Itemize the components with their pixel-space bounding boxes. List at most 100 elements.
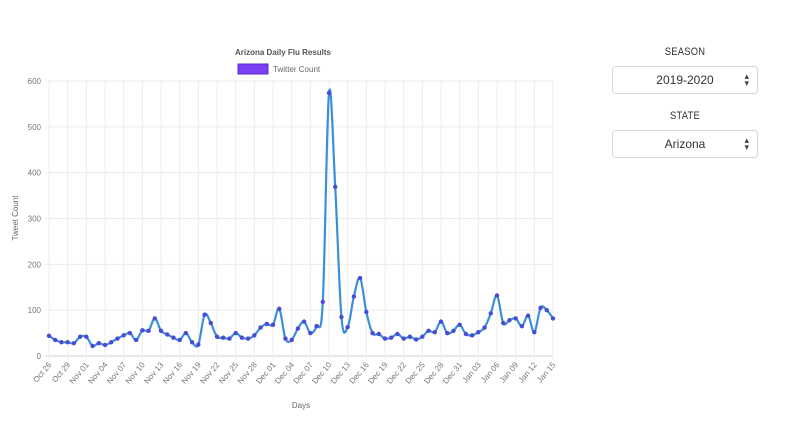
data-point[interactable]: [345, 324, 350, 330]
data-point[interactable]: [476, 329, 481, 335]
data-point[interactable]: [239, 335, 245, 340]
data-point[interactable]: [214, 334, 220, 339]
data-point[interactable]: [227, 336, 232, 341]
data-point[interactable]: [501, 320, 506, 326]
svg-text:100: 100: [28, 306, 42, 315]
data-point[interactable]: [538, 305, 543, 311]
legend-swatch: [237, 63, 269, 75]
data-point[interactable]: [301, 319, 307, 324]
data-point[interactable]: [544, 307, 549, 313]
legend[interactable]: Twitter Count: [237, 63, 321, 75]
data-point[interactable]: [270, 322, 276, 328]
data-point[interactable]: [189, 340, 195, 345]
data-point[interactable]: [109, 340, 114, 345]
data-point[interactable]: [140, 328, 145, 333]
data-point[interactable]: [320, 299, 325, 305]
data-point[interactable]: [165, 332, 170, 337]
data-point[interactable]: [289, 337, 294, 343]
data-point[interactable]: [90, 343, 95, 349]
data-point[interactable]: [258, 325, 263, 330]
data-point[interactable]: [438, 319, 444, 324]
data-point[interactable]: [96, 340, 101, 346]
data-point[interactable]: [376, 331, 381, 337]
data-point[interactable]: [525, 313, 531, 318]
data-point[interactable]: [401, 336, 406, 341]
data-point[interactable]: [121, 333, 126, 338]
svg-text:Oct 26: Oct 26: [31, 360, 53, 384]
data-point[interactable]: [519, 324, 525, 329]
data-point[interactable]: [264, 321, 269, 327]
data-point[interactable]: [333, 184, 338, 190]
data-point[interactable]: [71, 340, 77, 346]
data-point[interactable]: [420, 334, 425, 339]
data-point[interactable]: [457, 322, 462, 328]
data-point[interactable]: [59, 340, 64, 345]
svg-text:0: 0: [37, 352, 42, 361]
season-select[interactable]: 2019-2020 ▴ ▾: [612, 66, 758, 94]
data-point[interactable]: [77, 334, 83, 339]
data-point[interactable]: [245, 336, 251, 341]
data-point[interactable]: [158, 328, 164, 333]
data-point[interactable]: [171, 335, 176, 340]
data-point[interactable]: [314, 324, 319, 329]
data-point[interactable]: [233, 330, 238, 336]
data-point[interactable]: [115, 336, 120, 341]
data-point[interactable]: [102, 342, 108, 348]
data-point[interactable]: [389, 335, 394, 340]
svg-text:300: 300: [28, 215, 42, 224]
data-point[interactable]: [426, 328, 431, 333]
data-point[interactable]: [488, 311, 493, 316]
data-point[interactable]: [152, 316, 157, 321]
data-point[interactable]: [283, 336, 288, 341]
data-point[interactable]: [65, 340, 70, 345]
data-point[interactable]: [177, 337, 182, 343]
svg-text:Jan 09: Jan 09: [498, 360, 521, 385]
data-point[interactable]: [357, 275, 363, 281]
data-point[interactable]: [507, 318, 512, 323]
data-point[interactable]: [326, 90, 332, 96]
data-point[interactable]: [295, 326, 301, 331]
data-point[interactable]: [550, 316, 556, 321]
data-point[interactable]: [53, 337, 58, 343]
data-point[interactable]: [382, 336, 388, 341]
state-select[interactable]: Arizona ▴ ▾: [612, 130, 758, 158]
svg-text:Jan 15: Jan 15: [535, 360, 558, 385]
data-point[interactable]: [469, 333, 475, 338]
data-point[interactable]: [482, 325, 487, 330]
data-point[interactable]: [494, 293, 500, 298]
data-point[interactable]: [445, 330, 450, 336]
data-point[interactable]: [513, 316, 518, 321]
data-point[interactable]: [202, 312, 207, 317]
data-point[interactable]: [407, 334, 413, 339]
data-point[interactable]: [196, 342, 201, 347]
data-point[interactable]: [183, 330, 189, 336]
svg-text:600: 600: [28, 77, 42, 86]
data-point[interactable]: [339, 314, 344, 320]
state-value: Arizona: [664, 137, 706, 151]
data-point[interactable]: [364, 309, 369, 315]
data-point[interactable]: [532, 329, 537, 335]
data-point[interactable]: [252, 333, 257, 338]
data-point[interactable]: [277, 306, 282, 311]
data-point[interactable]: [133, 337, 139, 343]
data-point[interactable]: [84, 334, 89, 339]
data-point[interactable]: [308, 330, 313, 336]
data-point[interactable]: [127, 330, 133, 336]
data-point[interactable]: [221, 335, 226, 340]
data-point[interactable]: [208, 320, 213, 326]
svg-text:200: 200: [28, 260, 42, 269]
data-points[interactable]: [46, 90, 556, 349]
data-point[interactable]: [146, 328, 151, 333]
data-point[interactable]: [413, 337, 419, 342]
data-point[interactable]: [351, 294, 357, 299]
data-point[interactable]: [395, 331, 400, 337]
data-point[interactable]: [370, 330, 375, 336]
data-point[interactable]: [451, 328, 456, 333]
data-point[interactable]: [463, 331, 469, 337]
data-point[interactable]: [46, 333, 52, 339]
data-point[interactable]: [432, 329, 437, 335]
state-label: STATE: [669, 110, 701, 122]
select-arrows-icon: ▴ ▾: [744, 71, 749, 88]
y-axis-label: Tweet Count: [11, 195, 20, 241]
